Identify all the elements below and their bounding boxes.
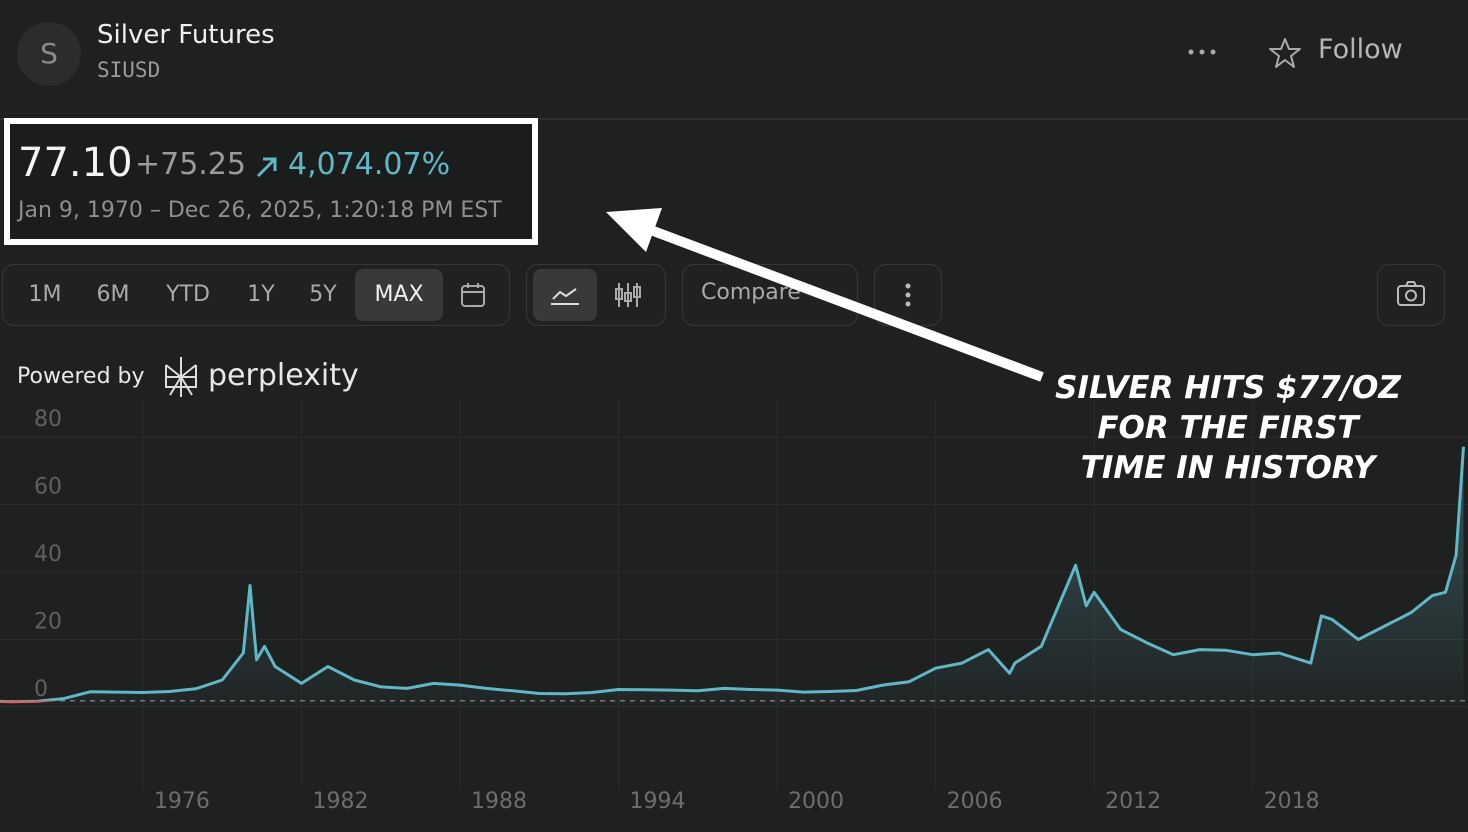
annotation: SILVER HITS $77/OZ FOR THE FIRST TIME IN… xyxy=(606,208,1401,486)
line-chart-button[interactable] xyxy=(533,269,597,321)
price-line-below-baseline xyxy=(0,700,58,704)
range-button[interactable]: 6M xyxy=(96,282,130,307)
more-icon[interactable] xyxy=(1186,44,1218,60)
powered-by: Powered by xyxy=(17,364,145,389)
screenshot-button[interactable] xyxy=(1377,264,1445,326)
price: 77.10 xyxy=(18,140,133,186)
y-tick-label: 40 xyxy=(34,542,62,567)
x-tick-label: 2012 xyxy=(1105,789,1161,814)
range-button[interactable]: MAX xyxy=(355,269,443,321)
price-line xyxy=(0,446,1465,701)
star-icon[interactable] xyxy=(1268,36,1302,70)
y-tick-label: 20 xyxy=(34,610,62,635)
range-button[interactable]: 1Y xyxy=(247,282,275,307)
calendar-icon[interactable] xyxy=(459,281,487,309)
range-group: 1M 6M YTD 1Y 5Y MAX xyxy=(2,264,510,326)
x-tick-label: 2000 xyxy=(788,789,844,814)
perplexity-brand: perplexity xyxy=(208,358,359,393)
quote-highlight xyxy=(4,118,538,245)
annotation-line: TIME IN HISTORY xyxy=(1081,450,1379,486)
options-button[interactable] xyxy=(874,264,942,326)
divider xyxy=(0,118,1468,120)
y-tick-label: 0 xyxy=(34,677,48,702)
compare-button[interactable]: Compare xyxy=(682,264,858,326)
annotation-line: SILVER HITS $77/OZ xyxy=(1055,370,1401,406)
x-tick-label: 1988 xyxy=(471,789,527,814)
area xyxy=(0,446,1464,707)
date-range: Jan 9, 1970 – Dec 26, 2025, 1:20:18 PM E… xyxy=(18,198,502,223)
compare-label: Compare xyxy=(701,280,801,305)
x-tick-label: 2006 xyxy=(947,789,1003,814)
x-tick-label: 1982 xyxy=(312,789,368,814)
x-tick-label: 1976 xyxy=(154,789,210,814)
y-tick-label: 60 xyxy=(34,475,62,500)
percent-change: 4,074.07% xyxy=(288,147,451,182)
annotation-line: FOR THE FIRST xyxy=(1097,410,1361,446)
x-tick-label: 2018 xyxy=(1264,789,1320,814)
range-button[interactable]: YTD xyxy=(166,282,210,307)
x-tick-label: 1994 xyxy=(630,789,686,814)
range-button[interactable]: 1M xyxy=(28,282,62,307)
instrument-name: Silver Futures xyxy=(97,20,275,50)
candle-chart-button[interactable] xyxy=(613,281,643,309)
price-change: +75.25 xyxy=(135,147,247,182)
up-arrow-icon xyxy=(256,157,277,178)
range-button[interactable]: 5Y xyxy=(309,282,337,307)
follow-button[interactable]: Follow xyxy=(1318,34,1403,65)
symbol: SIUSD xyxy=(97,58,161,82)
perplexity-logo xyxy=(165,357,197,397)
y-tick-label: 80 xyxy=(34,407,62,432)
chart-type-group xyxy=(526,264,666,326)
avatar: S xyxy=(17,22,81,86)
